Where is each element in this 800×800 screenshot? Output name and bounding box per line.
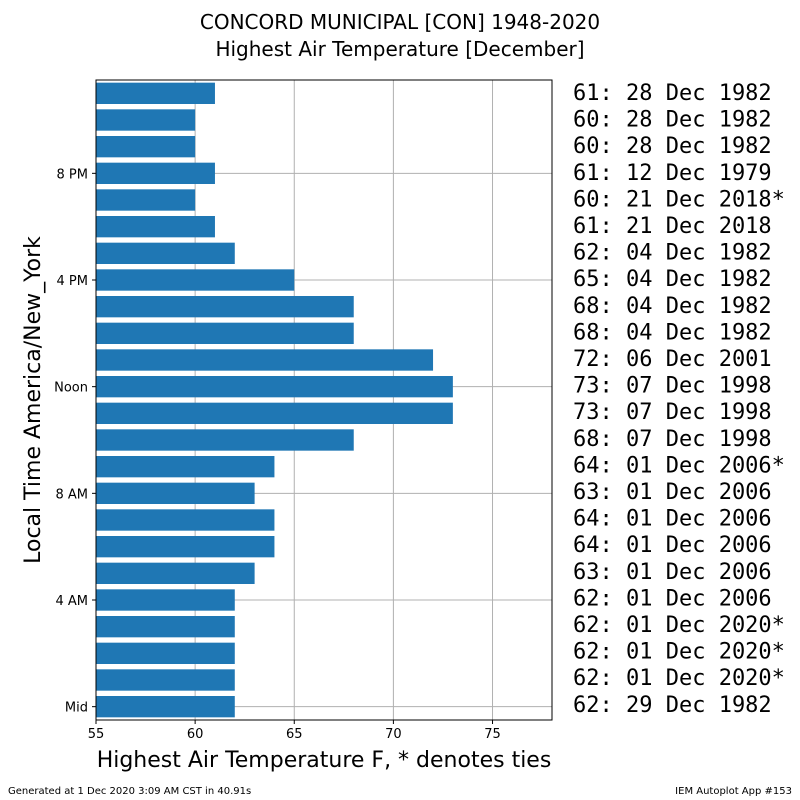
bar-hour-9 — [96, 456, 275, 478]
record-annotation: 62: 01 Dec 2020* — [573, 666, 785, 691]
bar-hour-2 — [96, 642, 235, 664]
y-tick-label: Mid — [65, 701, 88, 716]
record-annotation: 73: 07 Dec 1998 — [573, 374, 772, 399]
bar-hour-22 — [96, 109, 196, 131]
bar-hour-4 — [96, 589, 235, 611]
footer-generated: Generated at 1 Dec 2020 3:09 AM CST in 4… — [8, 786, 251, 797]
y-tick-label: 8 AM — [55, 487, 88, 502]
bar-hour-11 — [96, 402, 453, 424]
bar-hour-13 — [96, 349, 434, 371]
x-tick-label: 70 — [385, 727, 402, 742]
bar-hour-0 — [96, 696, 235, 718]
bar-hour-17 — [96, 242, 235, 264]
y-tick-label: 4 PM — [57, 274, 88, 289]
record-annotation: 60: 28 Dec 1982 — [573, 134, 772, 159]
chart-title-line-1: CONCORD MUNICIPAL [CON] 1948-2020 — [200, 10, 600, 34]
bar-hour-18 — [96, 216, 215, 238]
record-annotation: 64: 01 Dec 2006* — [573, 453, 785, 478]
record-annotation: 61: 21 Dec 2018 — [573, 214, 772, 239]
record-annotation: 60: 28 Dec 1982 — [573, 108, 772, 133]
x-tick-label: 55 — [88, 727, 105, 742]
record-annotation: 73: 07 Dec 1998 — [573, 400, 772, 425]
bar-hour-12 — [96, 376, 453, 398]
y-tick-label: 4 AM — [55, 594, 88, 609]
bar-hour-23 — [96, 82, 215, 104]
y-axis-label: Local Time America/New_York — [21, 236, 46, 564]
record-annotation: 63: 01 Dec 2006 — [573, 480, 772, 505]
footer-app-id: IEM Autoplot App #153 — [675, 786, 792, 797]
bar-hour-14 — [96, 322, 354, 344]
record-annotation: 63: 01 Dec 2006 — [573, 560, 772, 585]
record-annotation: 62: 01 Dec 2020* — [573, 640, 785, 665]
record-annotation: 60: 21 Dec 2018* — [573, 187, 785, 212]
x-tick-label: 65 — [286, 727, 303, 742]
record-annotation: 65: 04 Dec 1982 — [573, 267, 772, 292]
record-annotation: 68: 04 Dec 1982 — [573, 320, 772, 345]
bar-hour-8 — [96, 482, 255, 504]
bar-hour-7 — [96, 509, 275, 531]
plot-area-frame — [95, 79, 553, 721]
record-annotation: 62: 01 Dec 2020* — [573, 613, 785, 638]
y-tick-label: 8 PM — [57, 167, 88, 182]
chart-title-line-2: Highest Air Temperature [December] — [215, 37, 584, 61]
bars-layer — [96, 82, 453, 718]
bar-hour-20 — [96, 162, 215, 184]
x-tick-label: 60 — [187, 727, 204, 742]
bar-hour-16 — [96, 269, 295, 291]
bar-hour-21 — [96, 136, 196, 158]
record-annotation: 61: 28 Dec 1982 — [573, 81, 772, 106]
record-annotation: 61: 12 Dec 1979 — [573, 161, 772, 186]
bar-hour-10 — [96, 429, 354, 451]
x-axis-label: Highest Air Temperature F, * denotes tie… — [97, 748, 552, 773]
record-annotation: 64: 01 Dec 2006 — [573, 533, 772, 558]
record-annotation: 64: 01 Dec 2006 — [573, 507, 772, 532]
record-annotation: 72: 06 Dec 2001 — [573, 347, 772, 372]
bar-hour-19 — [96, 189, 196, 211]
bar-hour-15 — [96, 296, 354, 318]
record-annotation: 62: 29 Dec 1982 — [573, 693, 772, 718]
bar-hour-3 — [96, 616, 235, 638]
y-tick-label: Noon — [54, 381, 88, 396]
record-annotation: 62: 01 Dec 2006 — [573, 586, 772, 611]
record-annotation: 68: 04 Dec 1982 — [573, 294, 772, 319]
record-annotation: 68: 07 Dec 1998 — [573, 427, 772, 452]
bar-hour-1 — [96, 669, 235, 691]
x-tick-label: 75 — [484, 727, 501, 742]
x-axis-ticks: 55 60 65 70 75 — [88, 720, 501, 742]
record-annotation: 62: 04 Dec 1982 — [573, 241, 772, 266]
bar-hour-6 — [96, 536, 275, 558]
bar-hour-5 — [96, 562, 255, 584]
y-axis-ticks: Mid 4 AM 8 AM Noon 4 PM 8 PM — [54, 167, 96, 716]
